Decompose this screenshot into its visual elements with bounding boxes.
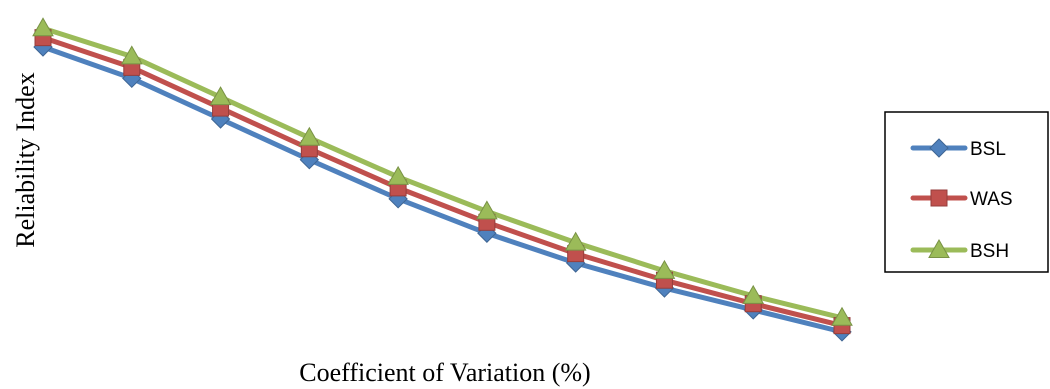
data-point-bsh-7: [564, 231, 587, 251]
legend-marker-bsh: [928, 238, 950, 258]
data-point-bsh-10: [831, 306, 853, 326]
legend-frame: [884, 111, 1049, 273]
data-point-bsh-1: [32, 17, 54, 37]
legend-label-bsl: BSL: [970, 139, 1006, 160]
legend-marker-was: [930, 189, 948, 207]
data-point-bsh-9: [742, 284, 765, 304]
series-line-bsh: [40, 25, 845, 321]
legend-label-was: WAS: [970, 189, 1013, 210]
plot-area: [32, 17, 853, 342]
data-point-bsh-6: [476, 200, 498, 220]
legend-marker-bsl: [929, 138, 949, 158]
series-line-was: [40, 35, 845, 329]
data-point-bsh-2: [120, 45, 143, 65]
x-axis-title: Coefficient of Variation (%): [299, 358, 590, 387]
data-point-bsh-8: [653, 259, 676, 279]
y-axis-title: Reliability Index: [11, 72, 40, 247]
series-line-bsl: [40, 44, 845, 335]
legend: BSL WAS BSH: [884, 111, 1049, 273]
data-point-bsh-5: [387, 165, 409, 185]
data-point-bsh-3: [209, 86, 232, 106]
legend-label-bsh: BSH: [970, 241, 1009, 262]
data-point-bsh-4: [298, 126, 321, 146]
